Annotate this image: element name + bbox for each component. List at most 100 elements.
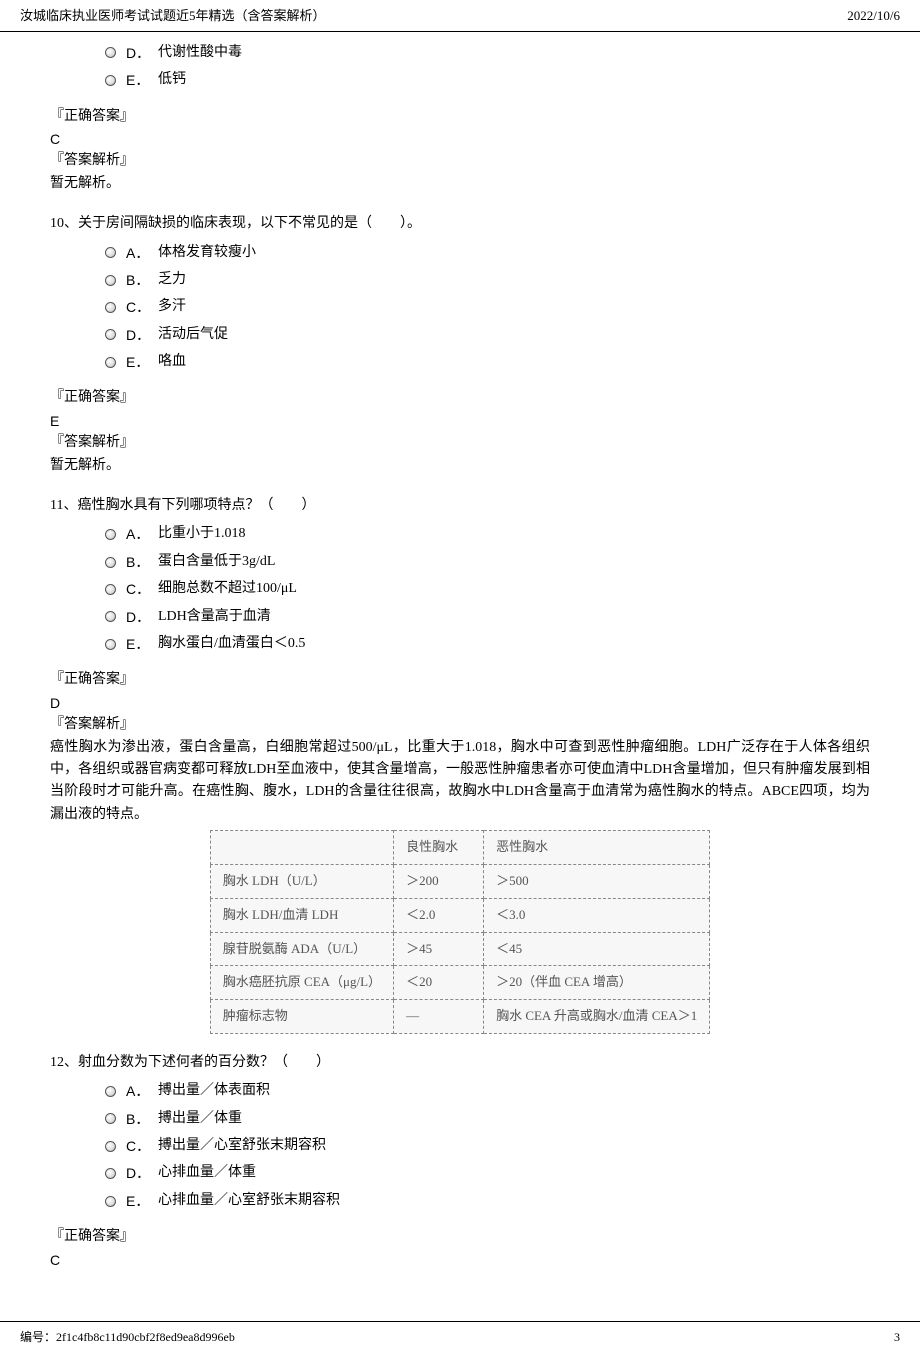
table-row: 胸水癌胚抗原 CEA（μg/L） ＜20 ＞20（伴血 CEA 增高） bbox=[210, 966, 709, 1000]
table-cell: ＞45 bbox=[394, 932, 484, 966]
q12-option-b[interactable]: B． 搏出量／体重 bbox=[105, 1108, 870, 1130]
radio-icon bbox=[105, 75, 116, 86]
table-cell: ＞500 bbox=[484, 864, 710, 898]
option-letter: B． bbox=[126, 1108, 154, 1130]
pleural-table-container: 良性胸水 恶性胸水 胸水 LDH（U/L） ＞200 ＞500 胸水 LDH/血… bbox=[50, 830, 870, 1034]
footer-id: 编号：2f1c4fb8c11d90cbf2f8ed9ea8d996eb bbox=[20, 1328, 235, 1347]
radio-icon bbox=[105, 639, 116, 650]
q11-stem: 11、癌性胸水具有下列哪项特点？（ ） bbox=[50, 495, 870, 517]
option-letter: D． bbox=[126, 1162, 154, 1184]
q12-option-a[interactable]: A． 搏出量／体表面积 bbox=[105, 1080, 870, 1102]
radio-icon bbox=[105, 529, 116, 540]
page-header: 汝城临床执业医师考试试题近5年精选（含答案解析） 2022/10/6 bbox=[0, 0, 920, 32]
correct-answer-label: 『正确答案』 bbox=[50, 387, 870, 409]
radio-icon bbox=[105, 557, 116, 568]
table-cell: 腺苷脱氨酶 ADA（U/L） bbox=[210, 932, 393, 966]
option-letter: E． bbox=[126, 633, 154, 655]
table-cell: 肿瘤标志物 bbox=[210, 1000, 393, 1034]
q10-option-c[interactable]: C． 多汗 bbox=[105, 296, 870, 318]
radio-icon bbox=[105, 611, 116, 622]
option-text: 心排血量／心室舒张末期容积 bbox=[158, 1190, 340, 1212]
correct-answer-value: D bbox=[50, 692, 870, 714]
radio-icon bbox=[105, 302, 116, 313]
q11-option-e[interactable]: E． 胸水蛋白/血清蛋白＜0.5 bbox=[105, 633, 870, 655]
option-text: 多汗 bbox=[158, 296, 186, 318]
table-cell: 良性胸水 bbox=[394, 831, 484, 865]
q11-option-d[interactable]: D． LDH含量高于血清 bbox=[105, 606, 870, 628]
pleural-table: 良性胸水 恶性胸水 胸水 LDH（U/L） ＞200 ＞500 胸水 LDH/血… bbox=[210, 830, 710, 1034]
table-row: 肿瘤标志物 — 胸水 CEA 升高或胸水/血清 CEA＞1 bbox=[210, 1000, 709, 1034]
table-cell: 胸水 LDH（U/L） bbox=[210, 864, 393, 898]
correct-answer-value: E bbox=[50, 410, 870, 432]
radio-icon bbox=[105, 47, 116, 58]
option-letter: B． bbox=[126, 551, 154, 573]
option-letter: A． bbox=[126, 523, 154, 545]
radio-icon bbox=[105, 247, 116, 258]
header-title: 汝城临床执业医师考试试题近5年精选（含答案解析） bbox=[20, 6, 326, 27]
q9-option-e[interactable]: E． 低钙 bbox=[105, 69, 870, 91]
option-letter: A． bbox=[126, 1080, 154, 1102]
option-letter: A． bbox=[126, 242, 154, 264]
table-cell: 胸水癌胚抗原 CEA（μg/L） bbox=[210, 966, 393, 1000]
q11-option-a[interactable]: A． 比重小于1.018 bbox=[105, 523, 870, 545]
footer-id-value: 2f1c4fb8c11d90cbf2f8ed9ea8d996eb bbox=[56, 1330, 235, 1344]
radio-icon bbox=[105, 329, 116, 340]
option-text: 乏力 bbox=[158, 269, 186, 291]
option-text: 低钙 bbox=[158, 69, 186, 91]
radio-icon bbox=[105, 275, 116, 286]
explain-label: 『答案解析』 bbox=[50, 432, 870, 454]
option-text: 胸水蛋白/血清蛋白＜0.5 bbox=[158, 633, 305, 655]
explain-label: 『答案解析』 bbox=[50, 150, 870, 172]
option-letter: C． bbox=[126, 1135, 154, 1157]
table-cell: 胸水 CEA 升高或胸水/血清 CEA＞1 bbox=[484, 1000, 710, 1034]
footer-id-label: 编号： bbox=[20, 1330, 56, 1344]
table-cell: — bbox=[394, 1000, 484, 1034]
radio-icon bbox=[105, 1196, 116, 1207]
q10-stem: 10、关于房间隔缺损的临床表现，以下不常见的是（ ）。 bbox=[50, 213, 870, 235]
explain-text: 癌性胸水为渗出液，蛋白含量高，白细胞常超过500/μL，比重大于1.018，胸水… bbox=[50, 737, 870, 827]
option-letter: C． bbox=[126, 578, 154, 600]
explain-text: 暂无解析。 bbox=[50, 455, 870, 477]
q12-option-e[interactable]: E． 心排血量／心室舒张末期容积 bbox=[105, 1190, 870, 1212]
q12-option-d[interactable]: D． 心排血量／体重 bbox=[105, 1162, 870, 1184]
correct-answer-label: 『正确答案』 bbox=[50, 106, 870, 128]
radio-icon bbox=[105, 1168, 116, 1179]
option-text: 比重小于1.018 bbox=[158, 523, 246, 545]
option-text: 活动后气促 bbox=[158, 324, 228, 346]
option-text: 体格发育较瘦小 bbox=[158, 242, 256, 264]
option-letter: D． bbox=[126, 42, 154, 64]
option-text: LDH含量高于血清 bbox=[158, 606, 271, 628]
radio-icon bbox=[105, 1113, 116, 1124]
table-cell: ＜20 bbox=[394, 966, 484, 1000]
q9-option-d[interactable]: D． 代谢性酸中毒 bbox=[105, 42, 870, 64]
option-letter: E． bbox=[126, 1190, 154, 1212]
q12-option-c[interactable]: C． 搏出量／心室舒张末期容积 bbox=[105, 1135, 870, 1157]
page-footer: 编号：2f1c4fb8c11d90cbf2f8ed9ea8d996eb 3 bbox=[0, 1321, 920, 1353]
table-cell: 胸水 LDH/血清 LDH bbox=[210, 898, 393, 932]
q11-answer-block: 『正确答案』 D 『答案解析』 癌性胸水为渗出液，蛋白含量高，白细胞常超过500… bbox=[50, 669, 870, 826]
option-letter: C． bbox=[126, 296, 154, 318]
radio-icon bbox=[105, 584, 116, 595]
correct-answer-label: 『正确答案』 bbox=[50, 669, 870, 691]
table-cell: 恶性胸水 bbox=[484, 831, 710, 865]
table-row: 胸水 LDH/血清 LDH ＜2.0 ＜3.0 bbox=[210, 898, 709, 932]
q11-option-c[interactable]: C． 细胞总数不超过100/μL bbox=[105, 578, 870, 600]
q10-option-b[interactable]: B． 乏力 bbox=[105, 269, 870, 291]
option-text: 搏出量／体重 bbox=[158, 1108, 242, 1130]
option-text: 咯血 bbox=[158, 351, 186, 373]
page-number: 3 bbox=[894, 1328, 900, 1347]
table-cell bbox=[210, 831, 393, 865]
q10-option-a[interactable]: A． 体格发育较瘦小 bbox=[105, 242, 870, 264]
q10-option-d[interactable]: D． 活动后气促 bbox=[105, 324, 870, 346]
correct-answer-value: C bbox=[50, 128, 870, 150]
q11-option-b[interactable]: B． 蛋白含量低于3g/dL bbox=[105, 551, 870, 573]
option-text: 搏出量／体表面积 bbox=[158, 1080, 270, 1102]
header-date: 2022/10/6 bbox=[847, 6, 900, 27]
page-content: D． 代谢性酸中毒 E． 低钙 『正确答案』 C 『答案解析』 暂无解析。 10… bbox=[0, 32, 920, 1291]
radio-icon bbox=[105, 1086, 116, 1097]
q10-option-e[interactable]: E． 咯血 bbox=[105, 351, 870, 373]
q10-answer-block: 『正确答案』 E 『答案解析』 暂无解析。 bbox=[50, 387, 870, 477]
option-text: 搏出量／心室舒张末期容积 bbox=[158, 1135, 326, 1157]
table-cell: ＜45 bbox=[484, 932, 710, 966]
q12-answer-block: 『正确答案』 C bbox=[50, 1226, 870, 1271]
